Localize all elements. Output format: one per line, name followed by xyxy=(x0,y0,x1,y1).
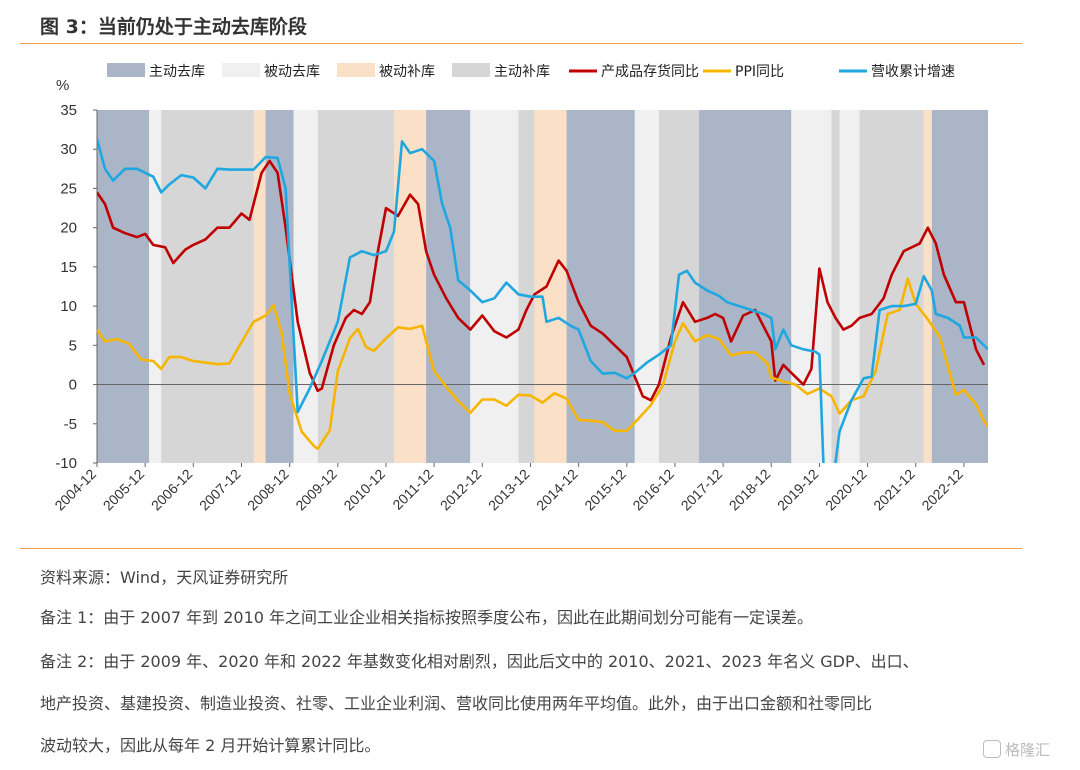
phase-band-8 xyxy=(426,110,471,463)
bottom-divider xyxy=(20,548,1022,549)
x-tick-label: 2007-12 xyxy=(196,466,244,514)
x-tick-label: 2014-12 xyxy=(533,466,581,514)
y-tick-label: 25 xyxy=(60,180,77,197)
phase-band-11 xyxy=(534,110,567,463)
x-tick-label: 2013-12 xyxy=(485,466,533,514)
legend-label-4: 产成品存货同比 xyxy=(601,63,699,80)
y-tick-label: 20 xyxy=(60,220,77,237)
x-tick-label: 2019-12 xyxy=(774,466,822,514)
legend-label-1: 被动去库 xyxy=(264,64,320,80)
y-tick-label: 15 xyxy=(60,259,77,276)
legend-label-5: PPI同比 xyxy=(735,64,784,80)
x-tick-label: 2008-12 xyxy=(244,466,292,514)
phase-band-0 xyxy=(97,110,150,463)
watermark: 格隆汇 xyxy=(982,739,1050,760)
legend-swatch-3 xyxy=(452,63,490,77)
phase-band-2 xyxy=(161,110,254,463)
watermark-logo-icon xyxy=(982,740,1001,758)
y-tick-label: -5 xyxy=(64,416,77,433)
legend-label-3: 主动补库 xyxy=(494,64,550,80)
y-tick-label: 35 xyxy=(60,102,77,119)
y-axis-label: % xyxy=(56,77,69,94)
x-tick-label: 2010-12 xyxy=(340,466,388,514)
note-1: 备注 1：由于 2007 年到 2010 年之间工业企业相关指标按照季度公布，因… xyxy=(40,608,814,627)
y-tick-label: 5 xyxy=(69,337,77,354)
note-2-line-3: 波动较大，因此从每年 2 月开始计算累计同比。 xyxy=(40,736,381,755)
legend-swatch-1 xyxy=(222,63,260,77)
legend-label-6: 营收累计增速 xyxy=(871,64,955,80)
watermark-text: 格隆汇 xyxy=(1004,741,1050,759)
phase-band-19 xyxy=(859,110,924,463)
phase-band-10 xyxy=(518,110,535,463)
figure-title: 图 3：当前仍处于主动去库阶段 xyxy=(40,16,307,38)
legend-swatch-0 xyxy=(107,63,145,77)
phase-band-20 xyxy=(923,110,932,463)
y-tick-label: 10 xyxy=(60,298,77,315)
x-tick-label: 2021-12 xyxy=(870,466,918,514)
phase-band-21 xyxy=(931,110,988,463)
phase-band-14 xyxy=(658,110,700,463)
phase-band-3 xyxy=(253,110,266,463)
x-tick-label: 2015-12 xyxy=(581,466,629,514)
phase-band-17 xyxy=(831,110,840,463)
legend: 主动去库 被动去库 被动补库 主动补库 产成品存货同比 PPI同比 营收累计增速 xyxy=(107,63,955,80)
note-2-line-2: 地产投资、基建投资、制造业投资、社零、工业企业利润、营收同比使用两年平均值。此外… xyxy=(40,694,873,713)
phase-band-18 xyxy=(839,110,860,463)
x-tick-label: 2017-12 xyxy=(678,466,726,514)
series-line-2 xyxy=(97,138,988,463)
y-tick-label: -10 xyxy=(55,455,77,472)
x-tick-label: 2020-12 xyxy=(822,466,870,514)
phase-band-13 xyxy=(634,110,659,463)
note-2-line-1: 备注 2：由于 2009 年、2020 年和 2022 年基数变化相对剧烈，因此… xyxy=(40,652,919,671)
phase-band-6 xyxy=(317,110,394,463)
phase-band-16 xyxy=(791,110,832,463)
x-tick-label: 2011-12 xyxy=(389,466,436,513)
phase-band-15 xyxy=(699,110,792,463)
y-tick-label: 0 xyxy=(69,377,77,394)
x-tick-label: 2018-12 xyxy=(726,466,774,514)
series-line-0 xyxy=(97,159,986,402)
y-tick-label: 30 xyxy=(60,141,77,158)
x-tick-label: 2005-12 xyxy=(100,466,148,514)
x-tick-label: 2016-12 xyxy=(629,466,677,514)
inventory-cycle-chart: -10 -5 0 5 10 15 20 25 30 35% 2004-12 2005-12 2006-1… xyxy=(51,63,988,514)
series-line-1 xyxy=(97,277,988,451)
x-tick-label: 2009-12 xyxy=(292,466,340,514)
phase-bands xyxy=(97,110,988,463)
x-tick-label: 2004-12 xyxy=(51,466,99,514)
legend-label-0: 主动去库 xyxy=(149,64,205,80)
legend-label-2: 被动补库 xyxy=(379,64,435,80)
legend-swatch-2 xyxy=(337,63,375,77)
x-tick-label: 2022-12 xyxy=(918,466,966,514)
x-tick-label: 2012-12 xyxy=(437,466,485,514)
series-lines xyxy=(97,138,988,463)
phase-band-12 xyxy=(566,110,635,463)
top-divider xyxy=(20,43,1022,44)
x-tick-label: 2006-12 xyxy=(148,466,196,514)
phase-band-1 xyxy=(149,110,162,463)
source-note: 资料来源：Wind，天风证券研究所 xyxy=(40,568,289,587)
